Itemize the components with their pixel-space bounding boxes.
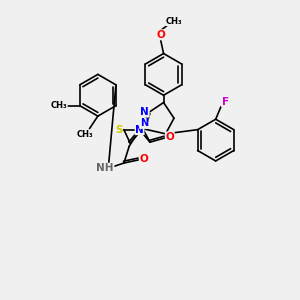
Text: O: O (165, 132, 174, 142)
Text: CH₃: CH₃ (166, 17, 182, 26)
Text: N: N (135, 125, 144, 135)
Text: F: F (221, 97, 229, 106)
Text: O: O (140, 154, 148, 164)
Text: NH: NH (96, 163, 114, 173)
Text: CH₃: CH₃ (77, 130, 94, 140)
Text: N: N (140, 107, 149, 117)
Text: CH₃: CH₃ (51, 101, 67, 110)
Text: N: N (140, 118, 148, 128)
Text: S: S (115, 125, 122, 135)
Text: O: O (156, 30, 165, 40)
